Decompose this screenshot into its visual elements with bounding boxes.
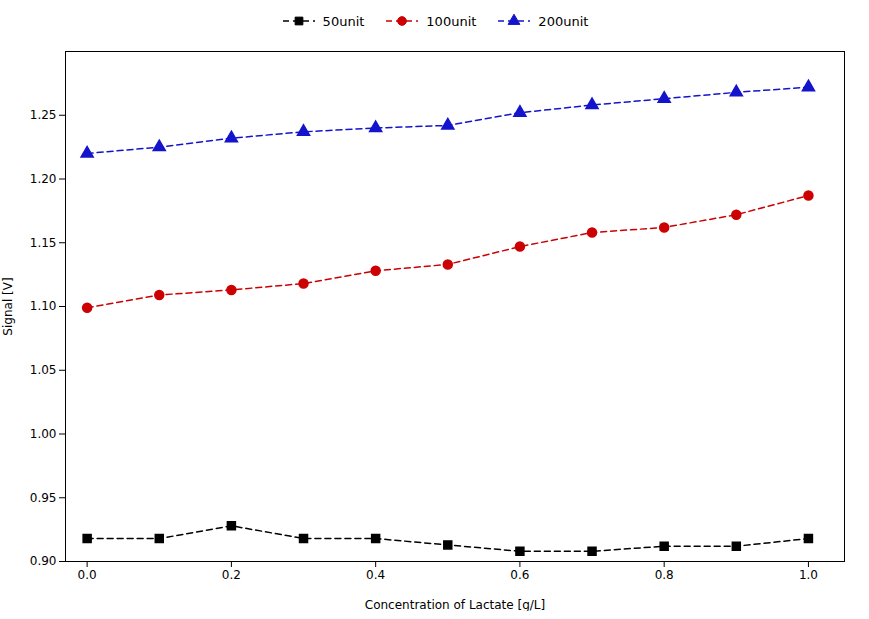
svg-text:0.0: 0.0 <box>78 568 97 582</box>
svg-text:1.15: 1.15 <box>30 236 57 250</box>
svg-text:1.25: 1.25 <box>30 108 57 122</box>
svg-text:0.95: 0.95 <box>30 491 57 505</box>
svg-text:0.90: 0.90 <box>30 554 57 568</box>
svg-text:0.8: 0.8 <box>655 568 674 582</box>
svg-text:Signal [V]: Signal [V] <box>1 277 15 335</box>
svg-text:0.6: 0.6 <box>510 568 529 582</box>
html-text:100unit: 100unit <box>426 13 477 29</box>
svg-text:Concentration of Lactate [g/L]: Concentration of Lactate [g/L] <box>365 598 545 612</box>
html-text:200unit: 200unit <box>538 13 589 29</box>
svg-text:0.4: 0.4 <box>366 568 385 582</box>
svg-text:1.20: 1.20 <box>30 172 57 186</box>
html-text:50unit: 50unit <box>322 13 365 29</box>
svg-text:1.10: 1.10 <box>30 299 57 313</box>
svg-text:1.05: 1.05 <box>30 363 57 377</box>
svg-text:1.0: 1.0 <box>799 568 818 582</box>
svg-text:0.2: 0.2 <box>222 568 241 582</box>
svg-text:1.00: 1.00 <box>30 427 57 441</box>
